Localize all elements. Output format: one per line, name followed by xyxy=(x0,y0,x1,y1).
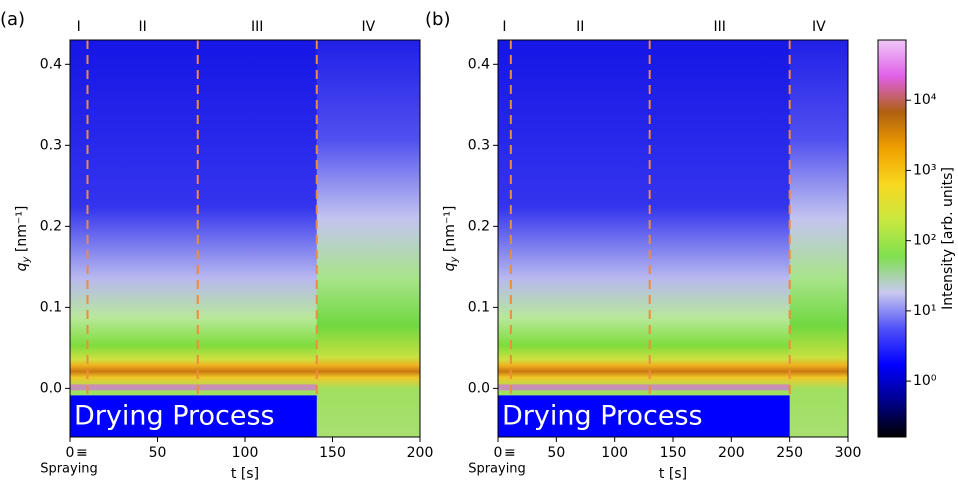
y-tick-label: 0.0 xyxy=(40,380,62,396)
colorbar-tick-label: 10⁰ xyxy=(913,373,937,389)
x-tick-label: 100 xyxy=(601,445,628,461)
x-tick-label: 0 xyxy=(494,445,503,461)
spraying-label: Spraying xyxy=(40,462,98,477)
annotation: Drying Process xyxy=(502,401,703,432)
phase-label: II xyxy=(576,19,584,35)
y-label-unit: [nm⁻¹] xyxy=(442,206,458,257)
y-tick-label: 0.4 xyxy=(468,56,490,72)
colorbar-tick-label: 10¹ xyxy=(913,303,936,319)
y-tick-label: 0.4 xyxy=(40,56,62,72)
y-tick-label: 0.3 xyxy=(468,137,490,153)
phase-label: III xyxy=(713,19,725,35)
heatmap-region xyxy=(316,40,420,437)
x-tick-label: 100 xyxy=(232,445,259,461)
x-tick-label: 300 xyxy=(835,445,862,461)
colorbar-tick-label: 10⁴ xyxy=(913,92,937,108)
y-label-sub: y xyxy=(21,255,32,263)
heatmap-region xyxy=(789,40,848,437)
y-label-sub: y xyxy=(449,255,460,263)
x-axis-label: t [s] xyxy=(231,466,259,482)
colorbar-label: Intensity [arb. units] xyxy=(940,167,956,310)
intensity-streak xyxy=(498,384,790,391)
phase-label: IV xyxy=(812,19,826,35)
y-tick-label: 0.1 xyxy=(468,299,490,315)
y-label-symbol: q xyxy=(14,262,30,271)
phase-label: II xyxy=(138,19,146,35)
x-axis-label: t [s] xyxy=(659,466,687,482)
x-tick-label: 150 xyxy=(660,445,687,461)
spraying-label: Spraying xyxy=(468,462,526,477)
annotation-box xyxy=(70,395,317,437)
colorbar-tick-label: 10³ xyxy=(913,162,936,178)
panel-label: (b) xyxy=(425,9,450,30)
y-label-unit: [nm⁻¹] xyxy=(14,206,30,257)
x-tick-label: 0 xyxy=(66,445,75,461)
phase-label: III xyxy=(251,19,263,35)
annotation-box xyxy=(498,395,790,437)
annotation: Drying Process xyxy=(74,401,275,432)
y-axis-label: qy [nm⁻¹] xyxy=(14,206,32,272)
x-tick-label: 200 xyxy=(407,445,434,461)
phase-label: IV xyxy=(362,19,376,35)
y-tick-label: 0.1 xyxy=(40,299,62,315)
phase-label: I xyxy=(502,19,506,35)
spray-marker: ≡ xyxy=(76,445,88,461)
y-tick-label: 0.3 xyxy=(40,137,62,153)
colorbar xyxy=(877,39,907,438)
intensity-streak xyxy=(70,384,317,391)
x-tick-label: 150 xyxy=(319,445,346,461)
x-tick-label: 250 xyxy=(776,445,803,461)
x-tick-label: 50 xyxy=(149,445,167,461)
y-label-symbol: q xyxy=(442,262,458,271)
y-tick-label: 0.0 xyxy=(468,380,490,396)
y-axis-label: qy [nm⁻¹] xyxy=(442,206,460,272)
y-tick-label: 0.2 xyxy=(468,218,490,234)
x-tick-label: 200 xyxy=(718,445,745,461)
x-tick-label: 50 xyxy=(547,445,565,461)
panel-label: (a) xyxy=(0,9,25,30)
spray-marker: ≡ xyxy=(504,445,516,461)
y-tick-label: 0.2 xyxy=(40,218,62,234)
phase-label: I xyxy=(77,19,81,35)
colorbar-tick-label: 10² xyxy=(913,233,936,249)
